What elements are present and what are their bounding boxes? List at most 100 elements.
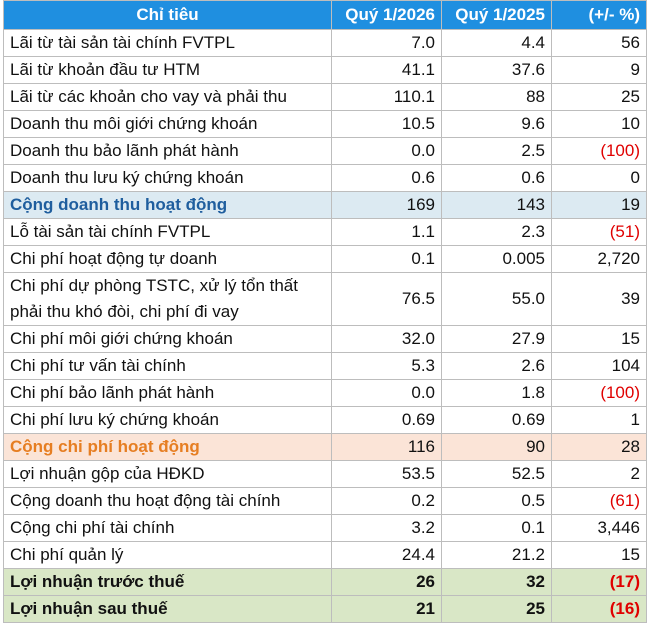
value-q1-2026: 41.1 bbox=[331, 56, 442, 84]
value-q1-2026: 76.5 bbox=[331, 272, 442, 326]
row-label: Lãi từ tài sản tài chính FVTPL bbox=[3, 29, 332, 57]
value-q1-2026: 110.1 bbox=[331, 83, 442, 111]
table-row: Doanh thu bảo lãnh phát hành 0.0 2.5 (10… bbox=[3, 137, 647, 165]
row-label: Chi phí hoạt động tự doanh bbox=[3, 245, 332, 273]
revenue-total-row: Cộng doanh thu hoạt động 169 143 19 bbox=[3, 191, 647, 219]
header-q1-2026: Quý 1/2026 bbox=[331, 0, 442, 30]
cost-total-row: Cộng chi phí hoạt động 116 90 28 bbox=[3, 433, 647, 461]
value-q1-2025: 25 bbox=[441, 595, 552, 623]
row-label: Chi phí lưu ký chứng khoán bbox=[3, 406, 332, 434]
value-q1-2026: 0.0 bbox=[331, 137, 442, 165]
value-change: (100) bbox=[551, 137, 647, 165]
table-row: Chi phí tư vấn tài chính 5.3 2.6 104 bbox=[3, 352, 647, 380]
value-q1-2025: 21.2 bbox=[441, 541, 552, 569]
value-q1-2026: 10.5 bbox=[331, 110, 442, 138]
value-q1-2025: 37.6 bbox=[441, 56, 552, 84]
table-row: Lãi từ khoản đầu tư HTM 41.1 37.6 9 bbox=[3, 56, 647, 84]
row-label: Chi phí quản lý bbox=[3, 541, 332, 569]
row-label: Cộng doanh thu hoạt động bbox=[3, 191, 332, 219]
table-row: Chi phí dự phòng TSTC, xử lý tổn thất ph… bbox=[3, 272, 647, 326]
row-label: Cộng chi phí tài chính bbox=[3, 514, 332, 542]
row-label: Chi phí dự phòng TSTC, xử lý tổn thất ph… bbox=[3, 272, 332, 326]
table-row: Lợi nhuận gộp của HĐKD 53.5 52.5 2 bbox=[3, 460, 647, 488]
value-q1-2026: 7.0 bbox=[331, 29, 442, 57]
table-row: Doanh thu môi giới chứng khoán 10.5 9.6 … bbox=[3, 110, 647, 138]
value-change: 1 bbox=[551, 406, 647, 434]
row-label: Lỗ tài sản tài chính FVTPL bbox=[3, 218, 332, 246]
value-change: (100) bbox=[551, 379, 647, 407]
value-q1-2025: 2.6 bbox=[441, 352, 552, 380]
value-q1-2025: 9.6 bbox=[441, 110, 552, 138]
header-indicator: Chỉ tiêu bbox=[3, 0, 332, 30]
value-change: 15 bbox=[551, 541, 647, 569]
financial-table: Chỉ tiêu Quý 1/2026 Quý 1/2025 (+/- %) L… bbox=[3, 0, 647, 623]
value-change: 0 bbox=[551, 164, 647, 192]
table-row: Lãi từ tài sản tài chính FVTPL 7.0 4.4 5… bbox=[3, 29, 647, 57]
table-row: Chi phí quản lý 24.4 21.2 15 bbox=[3, 541, 647, 569]
header-row: Chỉ tiêu Quý 1/2026 Quý 1/2025 (+/- %) bbox=[3, 0, 647, 30]
value-q1-2025: 0.6 bbox=[441, 164, 552, 192]
table-row: Chi phí lưu ký chứng khoán 0.69 0.69 1 bbox=[3, 406, 647, 434]
value-change: 3,446 bbox=[551, 514, 647, 542]
row-label: Lợi nhuận sau thuế bbox=[3, 595, 332, 623]
value-q1-2025: 0.5 bbox=[441, 487, 552, 515]
table-row: Chi phí môi giới chứng khoán 32.0 27.9 1… bbox=[3, 325, 647, 353]
value-q1-2025: 32 bbox=[441, 568, 552, 596]
value-q1-2025: 90 bbox=[441, 433, 552, 461]
value-change: (16) bbox=[551, 595, 647, 623]
table-row: Lỗ tài sản tài chính FVTPL 1.1 2.3 (51) bbox=[3, 218, 647, 246]
value-q1-2026: 53.5 bbox=[331, 460, 442, 488]
value-change: 56 bbox=[551, 29, 647, 57]
row-label: Doanh thu lưu ký chứng khoán bbox=[3, 164, 332, 192]
value-q1-2025: 52.5 bbox=[441, 460, 552, 488]
value-q1-2026: 24.4 bbox=[331, 541, 442, 569]
value-change: 28 bbox=[551, 433, 647, 461]
value-q1-2026: 21 bbox=[331, 595, 442, 623]
row-label: Lãi từ khoản đầu tư HTM bbox=[3, 56, 332, 84]
row-label: Lợi nhuận gộp của HĐKD bbox=[3, 460, 332, 488]
value-change: 9 bbox=[551, 56, 647, 84]
value-q1-2026: 169 bbox=[331, 191, 442, 219]
value-q1-2026: 0.1 bbox=[331, 245, 442, 273]
profit-before-tax-row: Lợi nhuận trước thuế 26 32 (17) bbox=[3, 568, 647, 596]
table-row: Chi phí hoạt động tự doanh 0.1 0.005 2,7… bbox=[3, 245, 647, 273]
value-change: 104 bbox=[551, 352, 647, 380]
value-change: (17) bbox=[551, 568, 647, 596]
value-q1-2025: 0.69 bbox=[441, 406, 552, 434]
row-label: Chi phí tư vấn tài chính bbox=[3, 352, 332, 380]
value-change: 2,720 bbox=[551, 245, 647, 273]
row-label: Cộng chi phí hoạt động bbox=[3, 433, 332, 461]
table-row: Cộng doanh thu hoạt động tài chính 0.2 0… bbox=[3, 487, 647, 515]
value-q1-2026: 0.2 bbox=[331, 487, 442, 515]
value-q1-2025: 55.0 bbox=[441, 272, 552, 326]
value-change: 10 bbox=[551, 110, 647, 138]
value-q1-2025: 27.9 bbox=[441, 325, 552, 353]
table-row: Lãi từ các khoản cho vay và phải thu 110… bbox=[3, 83, 647, 111]
value-q1-2025: 0.1 bbox=[441, 514, 552, 542]
value-q1-2026: 0.69 bbox=[331, 406, 442, 434]
value-q1-2025: 143 bbox=[441, 191, 552, 219]
value-change: 25 bbox=[551, 83, 647, 111]
value-q1-2025: 4.4 bbox=[441, 29, 552, 57]
value-q1-2026: 32.0 bbox=[331, 325, 442, 353]
value-q1-2026: 0.0 bbox=[331, 379, 442, 407]
row-label: Doanh thu môi giới chứng khoán bbox=[3, 110, 332, 138]
value-change: 39 bbox=[551, 272, 647, 326]
value-q1-2026: 116 bbox=[331, 433, 442, 461]
value-q1-2025: 2.5 bbox=[441, 137, 552, 165]
header-q1-2025: Quý 1/2025 bbox=[441, 0, 552, 30]
table-row: Doanh thu lưu ký chứng khoán 0.6 0.6 0 bbox=[3, 164, 647, 192]
value-change: 19 bbox=[551, 191, 647, 219]
row-label: Cộng doanh thu hoạt động tài chính bbox=[3, 487, 332, 515]
row-label: Lãi từ các khoản cho vay và phải thu bbox=[3, 83, 332, 111]
value-change: (51) bbox=[551, 218, 647, 246]
value-q1-2025: 0.005 bbox=[441, 245, 552, 273]
value-q1-2026: 5.3 bbox=[331, 352, 442, 380]
value-change: (61) bbox=[551, 487, 647, 515]
table-row: Cộng chi phí tài chính 3.2 0.1 3,446 bbox=[3, 514, 647, 542]
row-label: Chi phí bảo lãnh phát hành bbox=[3, 379, 332, 407]
value-q1-2026: 1.1 bbox=[331, 218, 442, 246]
profit-after-tax-row: Lợi nhuận sau thuế 21 25 (16) bbox=[3, 595, 647, 623]
row-label: Lợi nhuận trước thuế bbox=[3, 568, 332, 596]
header-change-pct: (+/- %) bbox=[551, 0, 647, 30]
